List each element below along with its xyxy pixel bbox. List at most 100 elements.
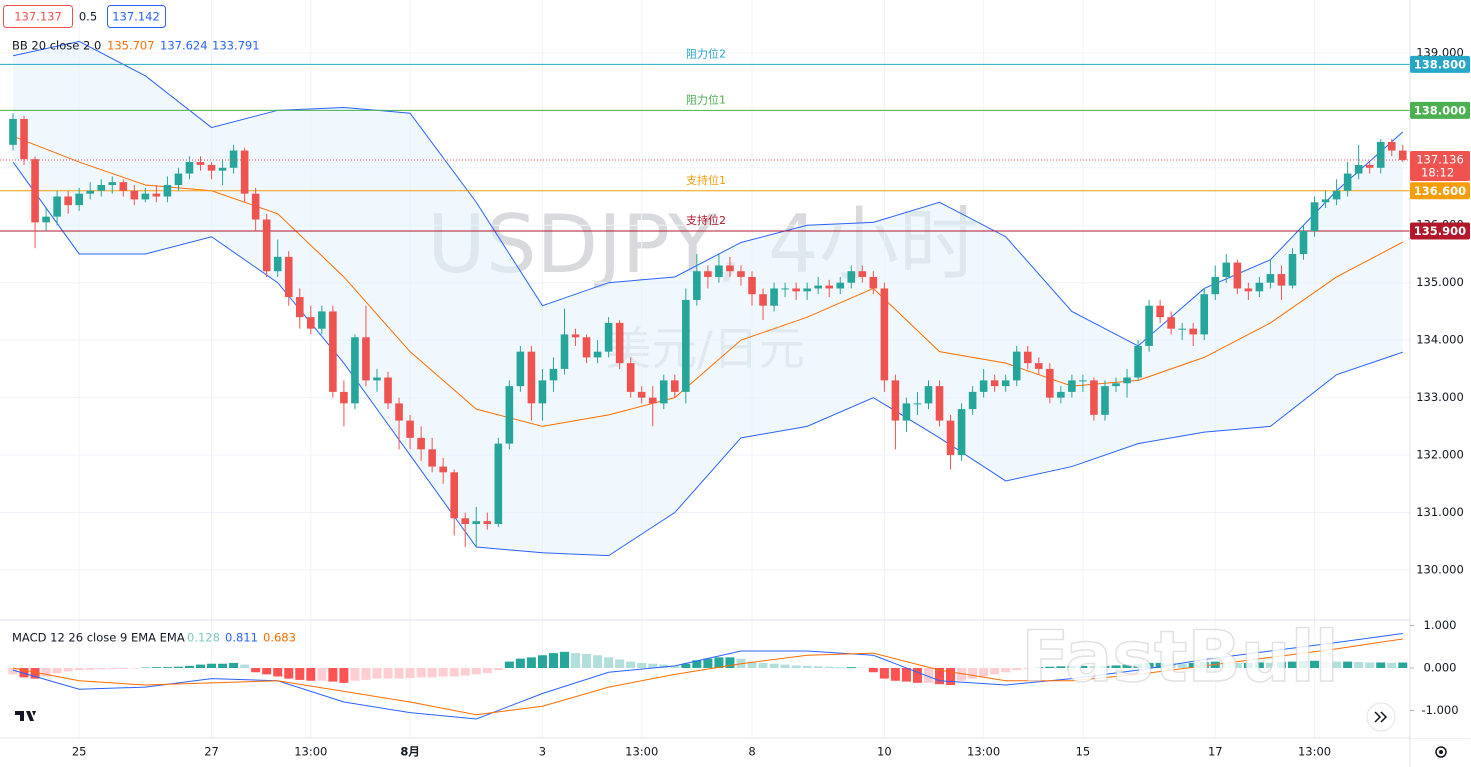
macd-histogram-bar: [1243, 662, 1253, 668]
candle-body: [1332, 190, 1341, 200]
candle-body: [373, 377, 381, 381]
candle-body: [108, 182, 117, 186]
macd-histogram-bar: [1111, 665, 1121, 668]
macd-y-tick-label: 0.000: [1424, 660, 1457, 674]
last-price-label: 137.136: [1416, 152, 1464, 166]
macd-histogram-bar: [118, 667, 128, 669]
candle-body: [880, 288, 889, 381]
macd-histogram-bar: [968, 667, 978, 679]
candle-body: [1167, 317, 1175, 329]
macd-histogram-bar: [725, 657, 735, 668]
macd-histogram-bar: [637, 662, 647, 668]
macd-histogram-bar: [791, 665, 801, 668]
candle-body: [1046, 368, 1054, 398]
candle-body: [318, 311, 326, 329]
macd-histogram-bar: [1166, 663, 1176, 668]
candle-body: [31, 159, 39, 223]
candle-body: [913, 403, 922, 405]
candle-body: [1376, 141, 1385, 168]
macd-histogram-bar: [1144, 662, 1154, 668]
ask-box: [107, 5, 166, 28]
macd-histogram-bar: [1155, 662, 1165, 668]
macd-histogram-bar: [8, 667, 18, 675]
macd-histogram-bar: [1365, 662, 1375, 668]
candle-body: [792, 288, 800, 292]
macd-histogram-bar: [515, 658, 525, 668]
level-price-box: [1410, 182, 1470, 200]
macd-histogram-bar: [493, 667, 503, 671]
macd-histogram-bar: [824, 666, 834, 668]
candle-body: [53, 196, 61, 217]
macd-histogram-bar: [273, 667, 283, 677]
candle-body: [428, 449, 436, 467]
macd-histogram-bar: [1100, 665, 1110, 668]
candle-body: [1255, 282, 1264, 292]
candle-body: [847, 271, 856, 283]
macd-legend-value: 0.128: [187, 631, 220, 645]
ask: 137.142: [112, 10, 160, 24]
macd-line: [12, 633, 1403, 720]
macd-histogram-bar: [306, 667, 316, 681]
macd-histogram-bar: [1287, 661, 1297, 668]
candle-body: [781, 288, 789, 290]
candle-body: [42, 216, 50, 223]
candle-body: [472, 521, 481, 525]
candle-body: [637, 391, 646, 398]
macd-histogram-bar: [615, 659, 625, 668]
candle-body: [1068, 380, 1076, 392]
macd-histogram-bar: [1023, 667, 1033, 669]
price-axis-bg: [1410, 0, 1471, 738]
macd-histogram-bar: [1133, 663, 1143, 668]
bb-legend-value: 137.624: [160, 39, 208, 53]
macd-histogram-bar: [85, 667, 95, 670]
macd-histogram-bar: [1012, 667, 1022, 671]
candle-body: [704, 271, 712, 277]
macd-histogram-bar: [339, 667, 349, 683]
candle-body: [1034, 363, 1043, 369]
band-fill: [13, 41, 1403, 556]
macd-histogram-bar: [41, 667, 51, 677]
x-tick-label: 15: [1076, 745, 1091, 759]
macd-histogram-bar: [129, 667, 139, 669]
candle-body: [593, 351, 602, 358]
macd-histogram-bar: [1321, 661, 1331, 668]
level-price-box: [1410, 55, 1470, 73]
candle-body: [406, 420, 414, 438]
candle-body: [582, 337, 591, 358]
candle-body: [86, 190, 95, 194]
candle-body: [196, 162, 205, 165]
macd-histogram-bar: [196, 664, 206, 668]
macd-histogram-bar: [780, 664, 790, 668]
candle-body: [968, 391, 977, 410]
macd-histogram-bar: [1056, 666, 1066, 668]
bb-legend-value: 133.791: [212, 39, 260, 53]
candle-body: [648, 397, 657, 404]
candle-body: [1266, 274, 1275, 283]
x-tick-label: 13:00: [1298, 745, 1331, 759]
macd-histogram-bar: [207, 663, 217, 668]
candle-body: [262, 219, 271, 272]
settings-button[interactable]: [1435, 746, 1447, 758]
candle-body: [1398, 150, 1407, 160]
macd-histogram-bar: [1354, 662, 1364, 668]
macd-y-tick-label: 1.000: [1424, 618, 1457, 632]
macd-histogram-bar: [361, 667, 371, 680]
candle-body: [671, 380, 679, 392]
candle-body: [946, 420, 955, 456]
candle-body: [284, 256, 293, 298]
x-tick-label: 3: [539, 745, 546, 759]
candle-body: [759, 294, 767, 306]
candle-body: [571, 334, 580, 338]
candle-body: [1001, 380, 1010, 387]
macd-histogram-bar: [229, 662, 239, 668]
candle-body: [229, 150, 238, 168]
candle-body: [20, 118, 28, 160]
candle-body: [1288, 253, 1297, 286]
macd-histogram-bar: [946, 667, 956, 685]
macd-histogram-bar: [648, 663, 658, 668]
macd-histogram-bar: [96, 667, 106, 670]
macd-histogram-bar: [1387, 662, 1397, 668]
candle-body: [97, 185, 106, 191]
candle-body: [461, 518, 470, 525]
